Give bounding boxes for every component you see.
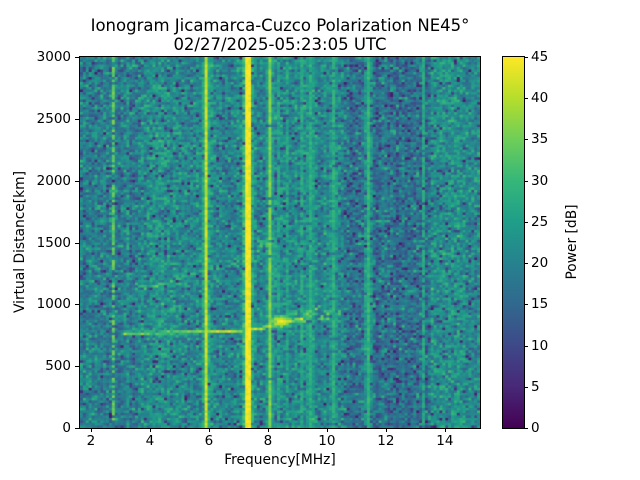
y-tick-500-label: 500: [45, 358, 71, 375]
colorbar-tick-5-label: 5: [531, 378, 540, 395]
colorbar-tick-15-label: 15: [531, 296, 549, 313]
y-axis-label: Virtual Distance[km]: [12, 171, 28, 313]
colorbar-tick-20-label: 20: [531, 255, 549, 272]
y-tick-1500-label: 1500: [36, 234, 71, 251]
x-tick-12-label: 12: [377, 433, 395, 449]
y-tick-2500-label: 2500: [36, 110, 71, 127]
y-tick-3000-label: 3000: [36, 49, 71, 65]
colorbar-tick-25-label: 25: [531, 213, 549, 230]
colorbar-tick-45-label: 45: [531, 49, 549, 65]
colorbar-label: Power [dB]: [564, 204, 580, 280]
x-tick-14-label: 14: [436, 433, 454, 449]
chart-title-line1: Ionogram Jicamarca-Cuzco Polarization NE…: [90, 16, 470, 35]
chart-title: Ionogram Jicamarca-Cuzco Polarization NE…: [80, 16, 480, 54]
x-tick-10-label: 10: [318, 433, 336, 449]
colorbar-tick-35-label: 35: [531, 131, 549, 148]
spectrogram-canvas: [80, 57, 480, 428]
y-tick-1000-label: 1000: [36, 296, 71, 313]
x-tick-4-label: 4: [145, 433, 155, 449]
colorbar-tick-30-label: 30: [531, 172, 549, 189]
colorbar-tick-40-label: 40: [531, 90, 549, 107]
x-tick-8-label: 8: [263, 433, 273, 449]
x-axis-label: Frequency[MHz]: [224, 452, 336, 468]
colorbar-tick-0-label: 0: [531, 420, 540, 436]
y-tick-2000-label: 2000: [36, 172, 71, 189]
y-tick-0-label: 0: [62, 420, 71, 436]
chart-title-line2: 02/27/2025-05:23:05 UTC: [173, 35, 387, 54]
x-tick-2-label: 2: [86, 433, 96, 449]
x-tick-6-label: 6: [204, 433, 214, 449]
colorbar-tick-10-label: 10: [531, 337, 549, 354]
colorbar: [502, 56, 525, 429]
plot-area: [79, 56, 481, 429]
